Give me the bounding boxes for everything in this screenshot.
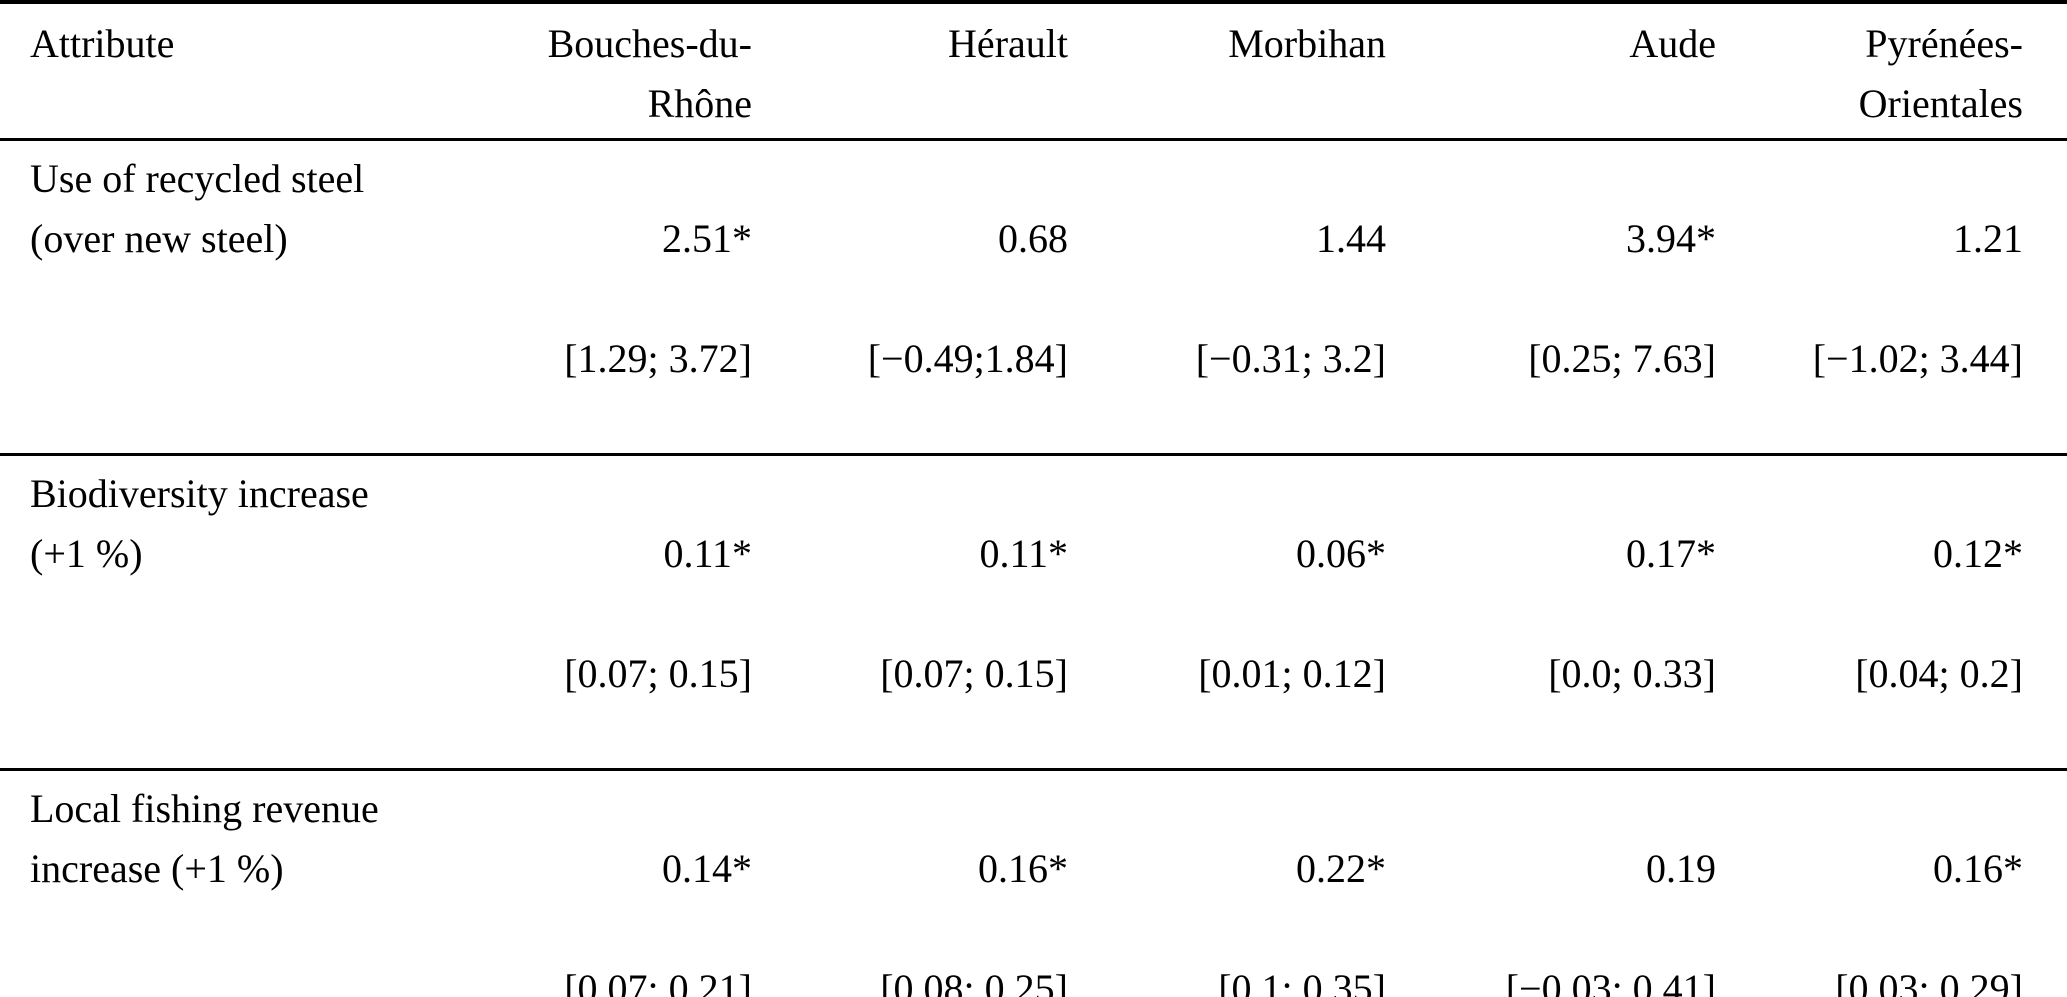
- col-header-morbihan: Morbihan: [1228, 21, 1386, 66]
- estimate-value: 0.06*: [1296, 531, 1386, 576]
- estimate-value: 0.11*: [663, 531, 752, 576]
- value-cell: 0.11* [0.07; 0.15]: [765, 455, 1081, 770]
- estimate-value: 2.51*: [662, 216, 752, 261]
- value-cell: 3.94* [0.25; 7.63]: [1399, 140, 1729, 455]
- value-cell: 0.19 [−0.03; 0.41]: [1399, 770, 1729, 997]
- header-row: Attribute Bouches-du- Rhône Hérault Morb…: [0, 2, 2067, 140]
- confidence-interval: [−0.49;1.84]: [867, 336, 1068, 381]
- estimate-value: 3.94*: [1626, 216, 1716, 261]
- value-cell: 1.44 [−0.31; 3.2]: [1081, 140, 1399, 455]
- col-header-attribute: Attribute: [30, 21, 175, 66]
- col-header-pyrenees-orientales: Pyrénées- Orientales: [1858, 21, 2023, 126]
- table-header: Attribute Bouches-du- Rhône Hérault Morb…: [0, 2, 2067, 140]
- confidence-interval: [−0.31; 3.2]: [1195, 336, 1386, 381]
- estimate-value: 0.19: [1646, 846, 1716, 891]
- estimate-value: 0.12*: [1933, 531, 2023, 576]
- confidence-interval: [0.08; 0.25]: [880, 966, 1068, 997]
- confidence-interval: [0.0; 0.33]: [1548, 651, 1716, 696]
- confidence-interval: [0.07; 0.21]: [564, 966, 752, 997]
- confidence-interval: [−1.02; 3.44]: [1812, 336, 2023, 381]
- value-cell: 0.16* [0.08; 0.25]: [765, 770, 1081, 997]
- value-cell: 0.22* [0.1; 0.35]: [1081, 770, 1399, 997]
- col-header-bouches-du-rhone: Bouches-du- Rhône: [547, 21, 752, 126]
- value-cell: 0.11* [0.07; 0.15]: [510, 455, 765, 770]
- confidence-interval: [1.29; 3.72]: [564, 336, 752, 381]
- estimate-value: 0.22*: [1296, 846, 1386, 891]
- estimate-value: 0.16*: [978, 846, 1068, 891]
- confidence-interval: [0.25; 7.63]: [1528, 336, 1716, 381]
- estimate-value: 1.21: [1953, 216, 2023, 261]
- table-row-biodiversity: Biodiversity increase (+1 %) 0.11* [0.07…: [0, 455, 2067, 770]
- confidence-interval: [−0.03; 0.41]: [1505, 966, 1716, 997]
- table-row-fishing-revenue: Local fishing revenue increase (+1 %) 0.…: [0, 770, 2067, 997]
- estimate-value: 1.44: [1316, 216, 1386, 261]
- value-cell: 0.17* [0.0; 0.33]: [1399, 455, 1729, 770]
- value-cell: 0.68 [−0.49;1.84]: [765, 140, 1081, 455]
- value-cell: 0.06* [0.01; 0.12]: [1081, 455, 1399, 770]
- col-header-aude: Aude: [1629, 21, 1716, 66]
- row-label: Biodiversity increase (+1 %): [30, 471, 369, 576]
- confidence-interval: [0.04; 0.2]: [1855, 651, 2023, 696]
- confidence-interval: [0.03; 0.29]: [1835, 966, 2023, 997]
- confidence-interval: [0.1; 0.35]: [1218, 966, 1386, 997]
- value-cell: 2.51* [1.29; 3.72]: [510, 140, 765, 455]
- value-cell: 0.12* [0.04; 0.2]: [1729, 455, 2067, 770]
- row-label: Local fishing revenue increase (+1 %): [30, 786, 379, 891]
- col-header-herault: Hérault: [948, 21, 1068, 66]
- table-row-recycled-steel: Use of recycled steel (over new steel) 2…: [0, 140, 2067, 455]
- value-cell: 0.14* [0.07; 0.21]: [510, 770, 765, 997]
- row-label: Use of recycled steel (over new steel): [30, 156, 365, 261]
- estimate-value: 0.11*: [979, 531, 1068, 576]
- confidence-interval: [0.07; 0.15]: [880, 651, 1068, 696]
- table-body: Use of recycled steel (over new steel) 2…: [0, 140, 2067, 997]
- estimate-value: 0.68: [998, 216, 1068, 261]
- estimate-value: 0.14*: [662, 846, 752, 891]
- confidence-interval: [0.01; 0.12]: [1198, 651, 1386, 696]
- confidence-interval: [0.07; 0.15]: [564, 651, 752, 696]
- estimate-value: 0.17*: [1626, 531, 1716, 576]
- estimate-value: 0.16*: [1933, 846, 2023, 891]
- value-cell: 0.16* [0.03; 0.29]: [1729, 770, 2067, 997]
- value-cell: 1.21 [−1.02; 3.44]: [1729, 140, 2067, 455]
